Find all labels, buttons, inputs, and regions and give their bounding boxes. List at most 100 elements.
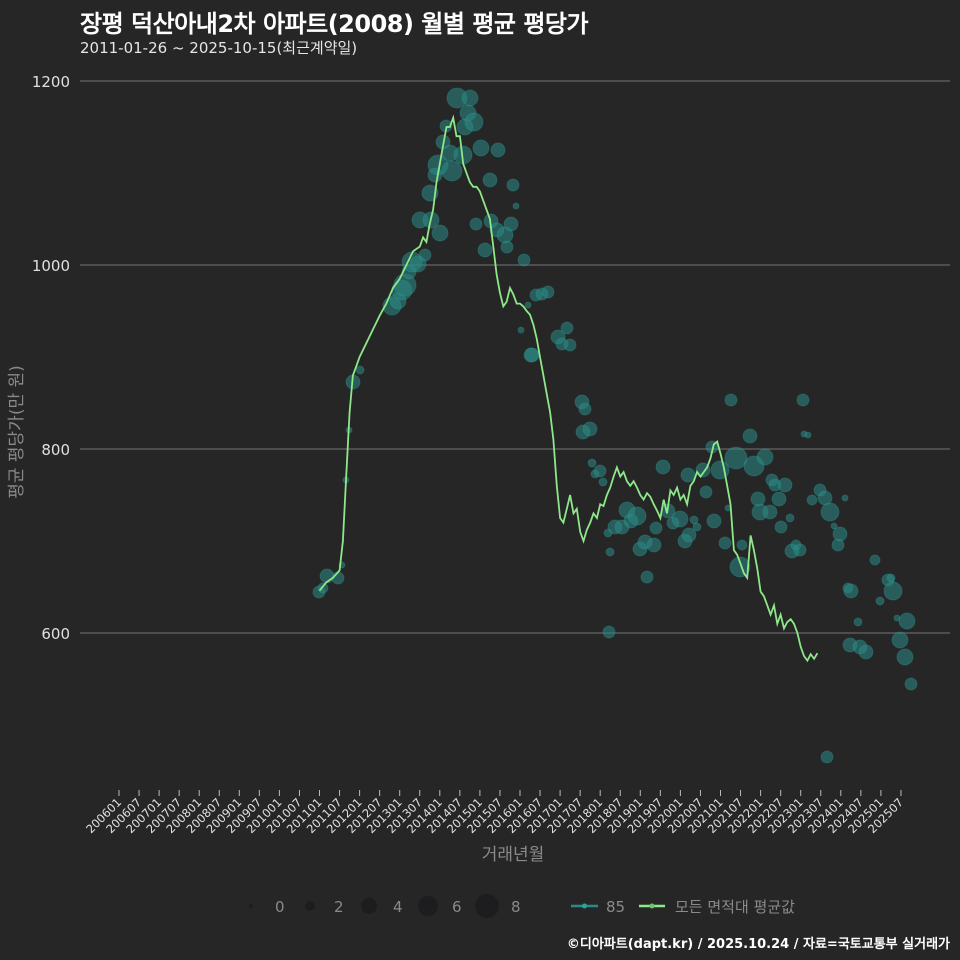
x-axis-ticks: 2006012006072007012007072008012008072009…	[83, 790, 906, 836]
y-axis-label: 평균 평당가(만 원)	[7, 365, 27, 499]
chart-title: 장평 덕산아내2차 아파트(2008) 월별 평균 평당가	[80, 10, 589, 38]
y-tick-label: 800	[41, 441, 70, 459]
bubble	[598, 477, 608, 487]
bubble	[736, 539, 748, 551]
bubble	[742, 428, 758, 444]
legend-size-circle	[361, 898, 377, 914]
bubble	[602, 625, 616, 639]
bubble	[681, 527, 697, 543]
bubble	[896, 648, 914, 666]
bubble	[512, 202, 520, 210]
bubble	[482, 172, 498, 188]
bubble	[578, 402, 592, 416]
bubble	[649, 521, 663, 535]
bubble	[646, 537, 662, 553]
bubble	[464, 112, 484, 132]
bubble	[418, 248, 432, 262]
bubble	[503, 216, 519, 232]
bubble	[898, 612, 916, 630]
legend-size-label: 8	[511, 898, 521, 916]
bubble	[853, 617, 863, 627]
legend: 0 2 4 6 8 85 모든 면적대 평균값	[249, 894, 795, 918]
bubble	[830, 522, 838, 530]
bubble	[506, 178, 520, 192]
bubble	[891, 631, 909, 649]
bubble	[904, 677, 918, 691]
bubble	[875, 596, 885, 606]
average-line	[318, 114, 819, 663]
y-tick-label: 600	[41, 625, 70, 643]
bubble	[724, 393, 738, 407]
bubble	[477, 242, 493, 258]
bubble	[490, 142, 506, 158]
legend-size-label: 6	[452, 898, 462, 916]
bubble	[587, 458, 597, 468]
bubble	[756, 448, 774, 466]
bubble	[706, 513, 722, 529]
grid-lines	[80, 80, 950, 634]
bubble	[680, 467, 696, 483]
bubble	[355, 365, 365, 375]
footer-credit: ©디아파트(dapt.kr) / 2025.10.24 / 자료=국토교통부 실…	[566, 937, 950, 952]
bubble	[317, 582, 329, 594]
bubble	[431, 224, 449, 242]
x-axis-label: 거래년월	[482, 845, 545, 865]
bubble	[472, 139, 490, 157]
bubble	[804, 431, 812, 439]
bubble	[517, 326, 525, 334]
y-tick-label: 1200	[32, 73, 70, 91]
bubble	[869, 554, 881, 566]
bubble	[582, 421, 598, 437]
bubble	[541, 285, 555, 299]
y-axis-ticks: 600 800 1000 1200	[32, 73, 70, 643]
legend-85-label: 85	[606, 898, 625, 916]
bubble	[774, 520, 788, 534]
bubble	[563, 338, 577, 352]
legend-size-label: 4	[393, 898, 403, 916]
scatter-bubbles-85	[312, 87, 918, 764]
bubble	[524, 301, 532, 309]
bubble	[793, 543, 807, 557]
bubble	[841, 494, 849, 502]
bubble	[718, 536, 732, 550]
bubble	[560, 321, 574, 335]
bubble	[699, 485, 713, 499]
bubble	[806, 494, 818, 506]
bubble	[640, 570, 654, 584]
bubble	[517, 253, 531, 267]
bubble	[593, 464, 607, 478]
chart-subtitle: 2011-01-26 ~ 2025-10-15(최근계약일)	[80, 39, 358, 57]
bubble	[886, 573, 896, 583]
bubble	[820, 502, 840, 522]
bubble	[883, 581, 903, 601]
bubble	[796, 393, 810, 407]
bubble	[461, 89, 479, 107]
bubble	[832, 526, 848, 542]
bubble	[858, 644, 874, 660]
bubble	[729, 556, 751, 578]
legend-size-circle	[249, 904, 253, 908]
legend-avg-label: 모든 면적대 평균값	[675, 898, 795, 916]
bubble	[777, 477, 793, 493]
bubble	[724, 446, 748, 470]
bubble	[441, 160, 463, 182]
bubble	[655, 459, 671, 475]
bubble	[469, 217, 483, 231]
bubble	[627, 506, 647, 526]
bubble	[762, 504, 778, 520]
bubble	[785, 513, 795, 523]
bubble	[692, 522, 702, 532]
bubble	[671, 510, 689, 528]
bubble	[605, 547, 615, 557]
bubble	[843, 583, 859, 599]
bubble	[523, 347, 539, 363]
legend-size-label: 2	[334, 898, 344, 916]
legend-size-circle	[418, 896, 438, 916]
y-tick-label: 1000	[32, 257, 70, 275]
legend-size-circle	[305, 901, 315, 911]
bubble	[500, 240, 514, 254]
legend-size-circle	[475, 894, 499, 918]
legend-size-label: 0	[275, 898, 285, 916]
bubble	[771, 491, 787, 507]
